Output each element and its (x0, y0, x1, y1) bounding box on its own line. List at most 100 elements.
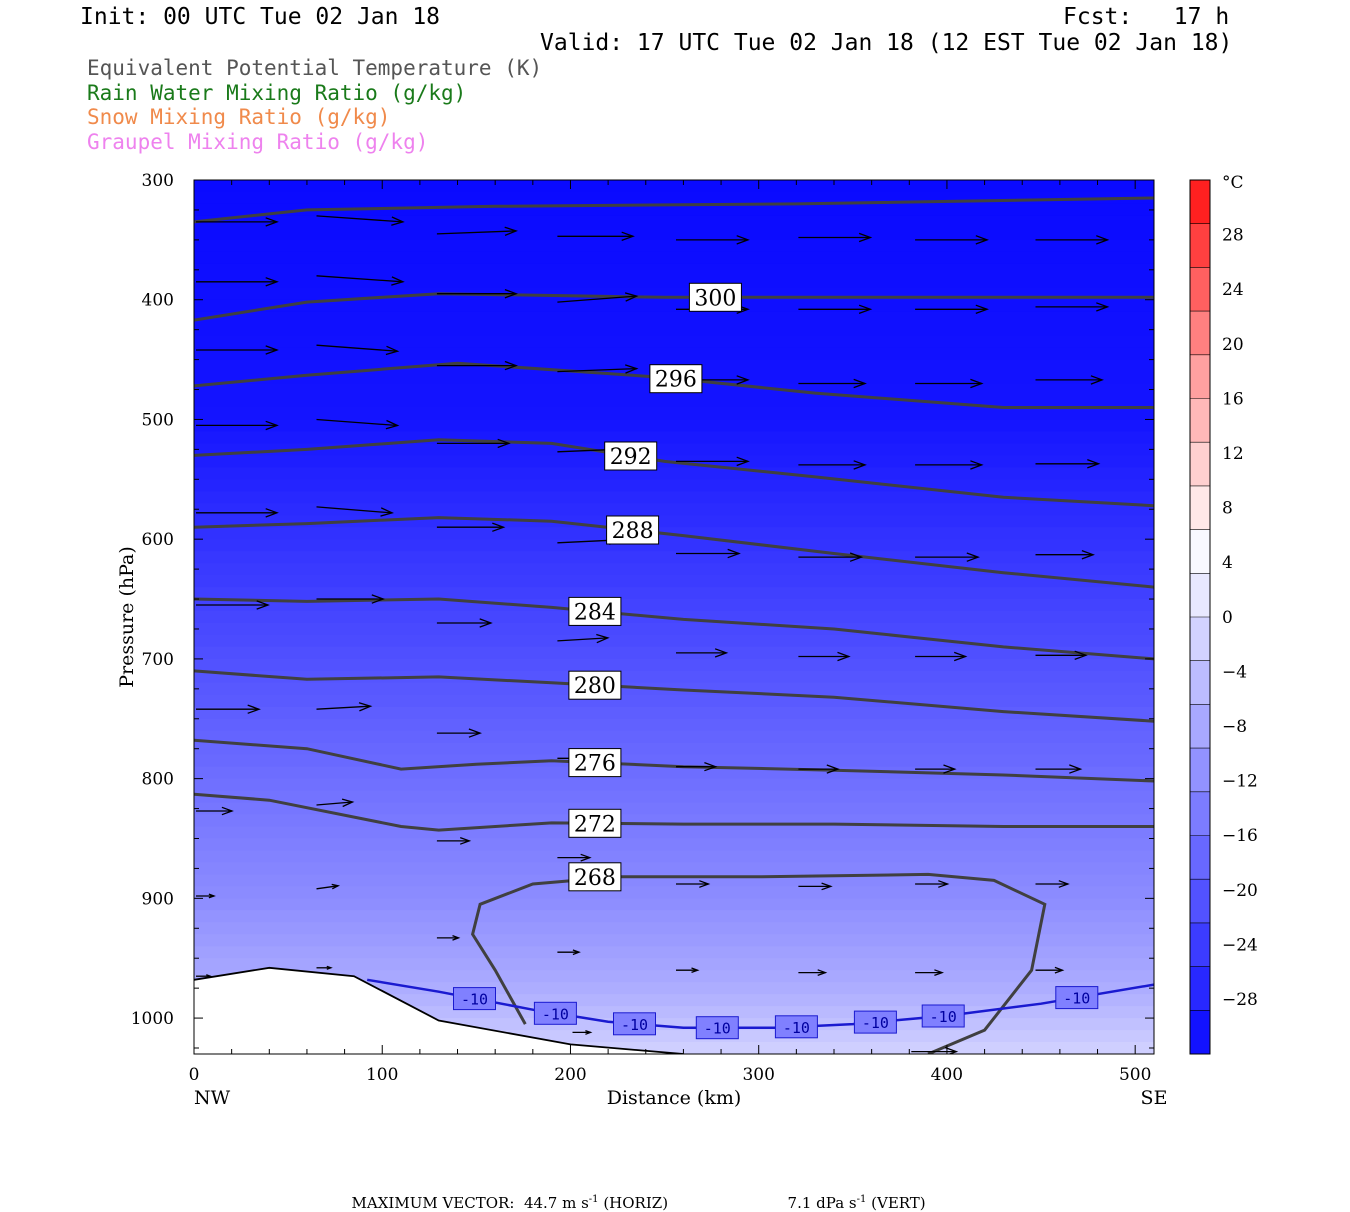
wind-vector-head (975, 304, 990, 315)
wind-vector-head (341, 798, 355, 808)
wind-vector-head (391, 216, 405, 226)
temperature-band (194, 778, 1154, 792)
wind-vector-shaft (316, 418, 398, 427)
wind-vector (676, 761, 718, 772)
plot-frame (193, 179, 1155, 1055)
wind-vector-head (975, 235, 989, 245)
temperature-band (194, 646, 1154, 660)
wind-vector-head (970, 378, 984, 389)
wind-vector-head (326, 965, 333, 970)
wind-vector (798, 378, 867, 389)
colorbar-segment (1190, 1010, 1210, 1055)
colorbar-segment (1190, 485, 1210, 531)
wind-vector (798, 651, 851, 662)
colorbar-tick-label: 12 (1222, 444, 1244, 464)
valid-time: Valid: 17 UTC Tue 02 Jan 18 (12 EST Tue … (540, 30, 1233, 56)
theta-e-contour-272 (194, 792, 1154, 832)
wind-vector (915, 764, 957, 774)
theta-e-label-box (568, 808, 622, 838)
colorbar-tick-label: −8 (1222, 717, 1247, 737)
colorbar-segment (1190, 704, 1210, 749)
wind-vector (798, 460, 867, 470)
wind-vector-head (736, 235, 750, 245)
wind-vector-head (858, 232, 873, 243)
temperature-band (194, 599, 1154, 612)
wind-vector (196, 893, 216, 899)
isotherm-label-box (853, 1010, 897, 1034)
wind-vector (196, 600, 270, 610)
colorbar-segment (1190, 398, 1210, 443)
colorbar-segment (1190, 573, 1210, 618)
theta-e-label-box (606, 515, 660, 545)
temperature-band (194, 263, 1154, 277)
wind-vector-head (504, 360, 518, 371)
wind-vector-head (1074, 650, 1088, 661)
wind-vector (798, 969, 828, 977)
max-vector-vert: 7.1 dPa s-1 (VERT) (778, 1176, 926, 1212)
wind-vector (1035, 764, 1083, 774)
wind-vector-head (459, 836, 472, 845)
colorbar-segment (1190, 442, 1210, 487)
temperature-band (194, 323, 1154, 337)
theta-e-contour-300 (194, 292, 1154, 322)
wind-vector-head (265, 508, 279, 518)
vert-value: 7.1 dPa s (787, 1194, 857, 1212)
colorbar-segment (1190, 879, 1210, 924)
wind-vector (316, 965, 333, 970)
wind-vector-head (452, 934, 461, 941)
horiz-tag: (HORIZ) (603, 1194, 669, 1212)
wind-vector-head (943, 764, 957, 774)
temperature-band (194, 227, 1154, 241)
wind-vector (316, 506, 394, 517)
wind-vector (196, 704, 261, 714)
wind-vector (316, 594, 385, 604)
wind-vector (676, 648, 729, 658)
wind-vector-head (944, 1046, 959, 1054)
theta-e-label: 292 (610, 445, 652, 470)
wind-vector-head (221, 806, 234, 816)
wind-vector-head (391, 276, 405, 286)
temperature-band (194, 910, 1154, 923)
wind-vector (316, 275, 405, 286)
wind-vector-head (247, 704, 261, 714)
temperature-band (194, 395, 1154, 409)
isotherm-label: -10 (461, 991, 488, 1009)
temperature-band (194, 886, 1154, 899)
wind-vector-head (849, 552, 864, 562)
wind-vector (1035, 302, 1110, 312)
temperature-band (194, 215, 1154, 229)
wind-vector-head (858, 304, 873, 315)
temperature-band (194, 946, 1154, 959)
terrain-surface-line (194, 966, 684, 1054)
isotherm-label: -10 (783, 1019, 810, 1037)
temperature-band (194, 730, 1154, 744)
wind-vector (798, 232, 873, 243)
temperature-band (194, 503, 1154, 516)
wind-vector (572, 1029, 593, 1035)
y-tick-label: 900 (142, 889, 174, 909)
wind-vector-head (585, 1029, 593, 1035)
wind-vector (1035, 375, 1104, 385)
y-tick-label: 500 (142, 411, 174, 431)
temperature-band (194, 874, 1154, 887)
temperature-band (194, 718, 1154, 732)
temperature-shading (194, 180, 1154, 1054)
theta-e-label: 300 (694, 286, 736, 311)
colorbar-segment (1190, 835, 1210, 880)
temperature-band (194, 251, 1154, 265)
horiz-value: 44.7 m s (523, 1194, 589, 1212)
wind-vector-shaft (316, 705, 371, 710)
wind-vector-head (1087, 458, 1101, 469)
temperature-band (194, 575, 1154, 588)
wind-vector-head (966, 552, 980, 562)
x-tick-label: 200 (554, 1065, 586, 1085)
field-label-theta-e: Equivalent Potential Temperature (K) (87, 56, 543, 80)
temperature-band (194, 694, 1154, 708)
temperature-band (194, 587, 1154, 600)
temperature-band (194, 563, 1154, 576)
wind-vector-head (691, 967, 700, 974)
wind-vector (196, 420, 279, 431)
wind-vector (196, 974, 213, 979)
wind-vector-head (853, 378, 867, 389)
x-tick-label: 400 (931, 1065, 963, 1085)
